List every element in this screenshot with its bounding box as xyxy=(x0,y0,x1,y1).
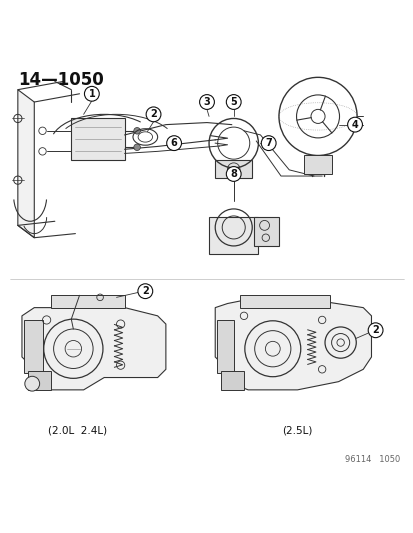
Polygon shape xyxy=(71,118,124,159)
Circle shape xyxy=(138,284,152,298)
Polygon shape xyxy=(18,90,34,238)
FancyBboxPatch shape xyxy=(303,156,332,174)
FancyBboxPatch shape xyxy=(209,217,258,254)
Polygon shape xyxy=(215,300,370,390)
Text: (2.0L  2.4L): (2.0L 2.4L) xyxy=(48,426,107,436)
Text: 5: 5 xyxy=(230,97,237,107)
Text: 2: 2 xyxy=(142,286,148,296)
Circle shape xyxy=(347,117,361,132)
FancyBboxPatch shape xyxy=(215,159,252,178)
Circle shape xyxy=(226,167,240,181)
Text: 96114   1050: 96114 1050 xyxy=(344,455,399,464)
Text: 3: 3 xyxy=(203,97,210,107)
FancyBboxPatch shape xyxy=(254,217,278,246)
FancyBboxPatch shape xyxy=(28,372,51,390)
Polygon shape xyxy=(22,308,166,390)
Circle shape xyxy=(226,95,240,109)
Circle shape xyxy=(199,95,214,109)
Text: 6: 6 xyxy=(170,138,177,148)
Text: 8: 8 xyxy=(230,169,237,179)
Circle shape xyxy=(133,144,140,150)
Polygon shape xyxy=(239,295,330,308)
Text: 1: 1 xyxy=(88,89,95,99)
Text: 4: 4 xyxy=(351,119,358,130)
FancyBboxPatch shape xyxy=(24,320,43,374)
Circle shape xyxy=(367,323,382,337)
Text: 2: 2 xyxy=(150,109,157,119)
Text: 7: 7 xyxy=(265,138,271,148)
FancyBboxPatch shape xyxy=(217,320,233,374)
Circle shape xyxy=(166,136,181,150)
FancyBboxPatch shape xyxy=(221,372,243,390)
Circle shape xyxy=(25,376,40,391)
Circle shape xyxy=(261,136,275,150)
Text: 2: 2 xyxy=(371,325,378,335)
Text: 14—1050: 14—1050 xyxy=(18,71,103,89)
Text: (2.5L): (2.5L) xyxy=(282,426,312,436)
Circle shape xyxy=(133,127,140,134)
Polygon shape xyxy=(51,295,124,308)
Circle shape xyxy=(146,107,161,122)
Circle shape xyxy=(84,86,99,101)
